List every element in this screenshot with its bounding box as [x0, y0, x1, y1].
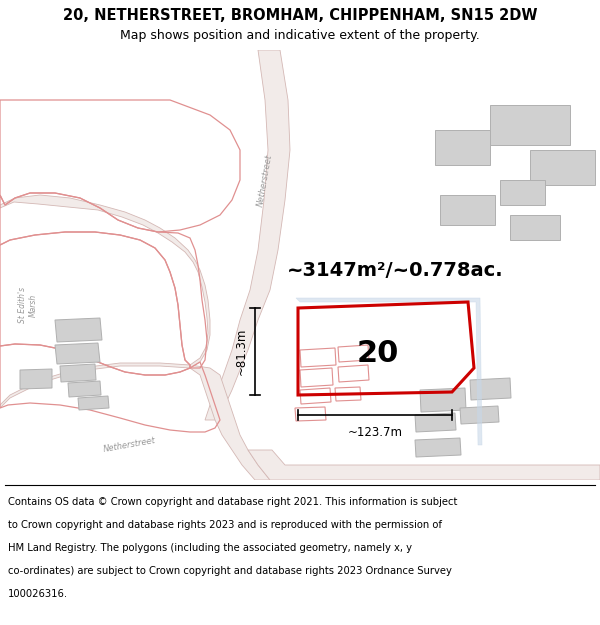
Polygon shape [296, 298, 482, 445]
Polygon shape [460, 406, 499, 424]
Polygon shape [420, 388, 466, 412]
Polygon shape [490, 105, 570, 145]
Polygon shape [60, 364, 96, 382]
Polygon shape [300, 388, 331, 404]
Text: 100026316.: 100026316. [8, 589, 68, 599]
Polygon shape [510, 215, 560, 240]
Polygon shape [0, 363, 270, 480]
Text: Map shows position and indicative extent of the property.: Map shows position and indicative extent… [120, 29, 480, 42]
Text: ~123.7m: ~123.7m [347, 426, 403, 439]
Polygon shape [295, 407, 326, 421]
Text: Netherstreet: Netherstreet [256, 153, 274, 207]
Polygon shape [435, 130, 490, 165]
Text: 20, NETHERSTREET, BROMHAM, CHIPPENHAM, SN15 2DW: 20, NETHERSTREET, BROMHAM, CHIPPENHAM, S… [63, 8, 537, 22]
Polygon shape [338, 365, 369, 382]
Text: ~81.3m: ~81.3m [235, 328, 248, 375]
Polygon shape [335, 387, 361, 401]
Text: ~3147m²/~0.778ac.: ~3147m²/~0.778ac. [287, 261, 503, 279]
Polygon shape [415, 413, 456, 432]
Text: Contains OS data © Crown copyright and database right 2021. This information is : Contains OS data © Crown copyright and d… [8, 497, 457, 507]
Text: co-ordinates) are subject to Crown copyright and database rights 2023 Ordnance S: co-ordinates) are subject to Crown copyr… [8, 566, 452, 576]
Polygon shape [78, 396, 109, 410]
Polygon shape [55, 318, 102, 342]
Polygon shape [440, 195, 495, 225]
Text: St Edith's
Marsh: St Edith's Marsh [18, 287, 38, 323]
Polygon shape [300, 348, 336, 367]
Polygon shape [415, 438, 461, 457]
Text: Netherstreet: Netherstreet [103, 436, 157, 454]
Polygon shape [205, 50, 290, 420]
Polygon shape [300, 368, 333, 387]
Text: 20: 20 [357, 339, 399, 367]
Polygon shape [500, 180, 545, 205]
Polygon shape [470, 378, 511, 400]
Polygon shape [338, 345, 369, 362]
Text: to Crown copyright and database rights 2023 and is reproduced with the permissio: to Crown copyright and database rights 2… [8, 520, 442, 530]
Polygon shape [68, 381, 101, 397]
Polygon shape [55, 343, 100, 364]
Polygon shape [20, 369, 52, 389]
Polygon shape [0, 195, 210, 368]
Polygon shape [530, 150, 595, 185]
Polygon shape [248, 450, 600, 480]
Text: HM Land Registry. The polygons (including the associated geometry, namely x, y: HM Land Registry. The polygons (includin… [8, 543, 412, 553]
